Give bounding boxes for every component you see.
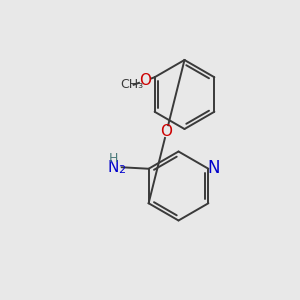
Text: CH₃: CH₃ — [121, 78, 144, 91]
Text: 2: 2 — [118, 165, 125, 175]
Text: N: N — [108, 160, 119, 175]
Text: H: H — [109, 152, 118, 165]
Text: O: O — [160, 124, 172, 139]
Text: N: N — [208, 159, 220, 177]
Text: O: O — [139, 73, 151, 88]
